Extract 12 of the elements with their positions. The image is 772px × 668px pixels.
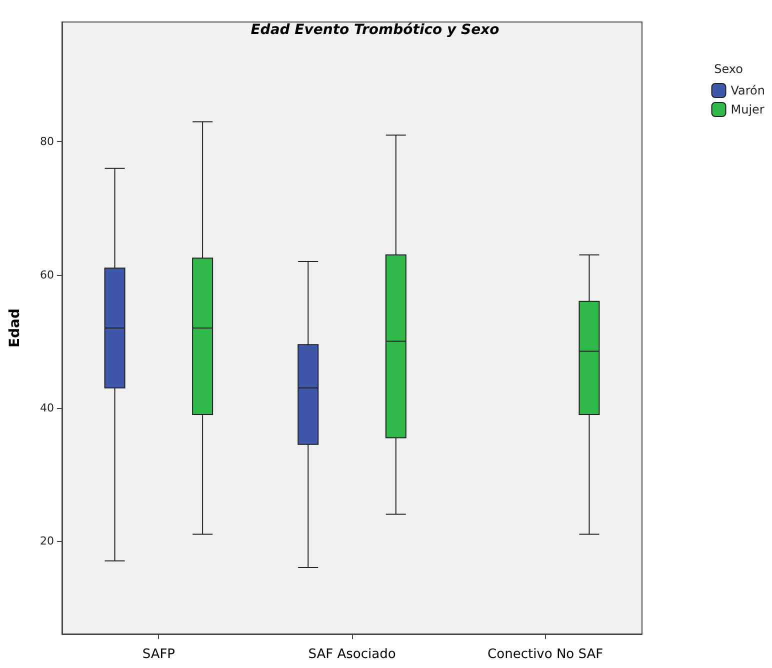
x-tick-label: Conectivo No SAF — [488, 647, 604, 662]
y-tick-label: 40 — [40, 401, 54, 414]
legend-label: Mujer — [730, 102, 764, 116]
chart-title: Edad Evento Trombótico y Sexo — [250, 22, 500, 38]
y-tick-label: 60 — [40, 268, 54, 282]
legend-title: Sexo — [714, 62, 744, 76]
y-axis-title: Edad — [7, 308, 23, 348]
x-tick-label: SAFP — [142, 647, 176, 662]
x-tick-label: SAF Asociado — [308, 647, 396, 662]
y-tick-label: 80 — [40, 135, 54, 148]
legend-label: Varón — [730, 84, 765, 98]
y-tick-label: 20 — [40, 534, 54, 548]
